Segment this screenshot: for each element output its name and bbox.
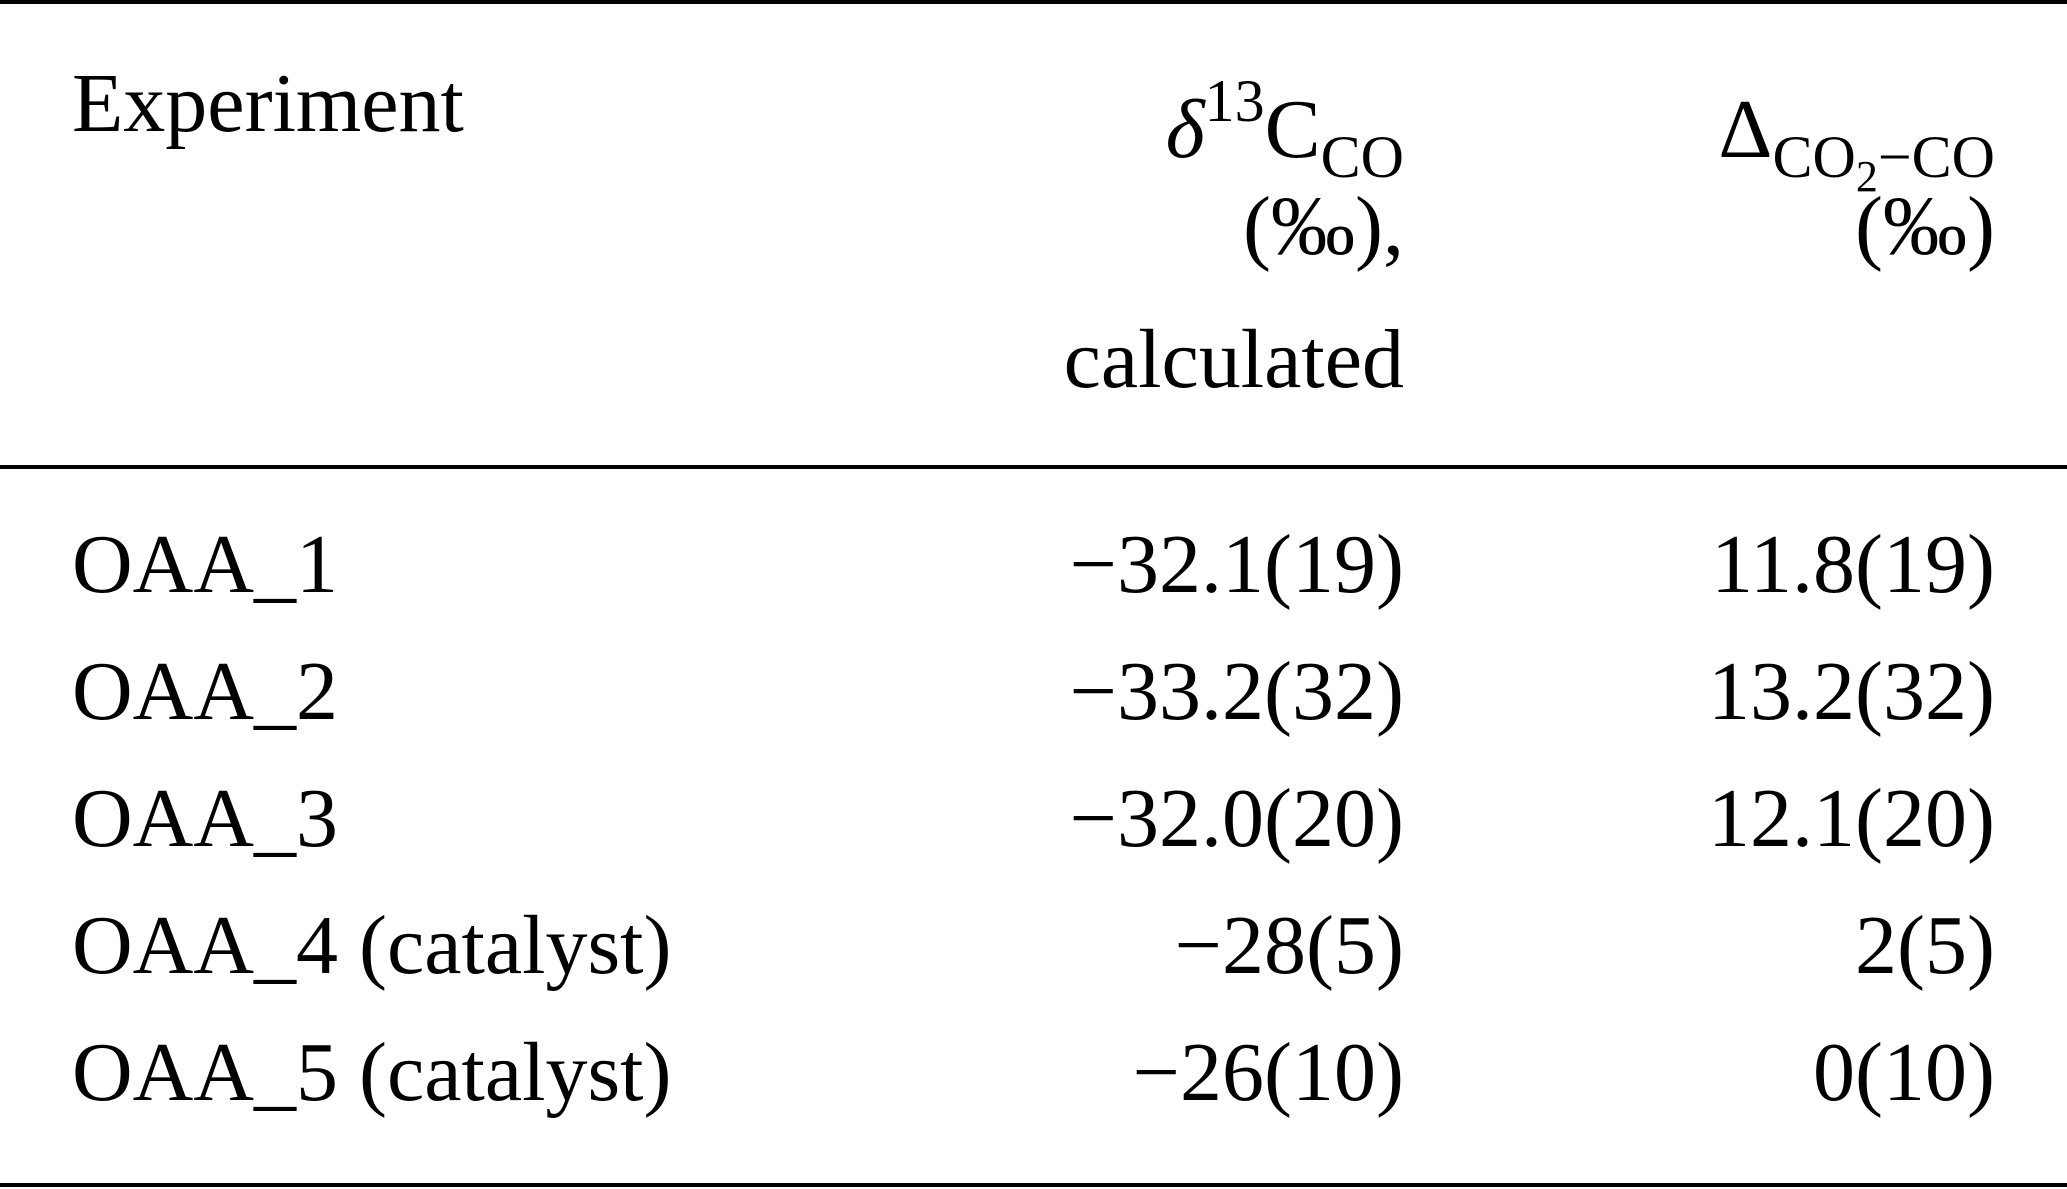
header-delta13c-unit: (‰), [1243,180,1404,273]
row-5-experiment: OAA_5 (catalyst) [72,1026,672,1119]
row-5-delta13c: −26(10) [1132,1026,1404,1119]
header-experiment: Experiment [72,57,464,150]
co-subscript: CO [1320,124,1404,190]
row-3-experiment: OAA_3 [72,772,338,865]
header-delta13c-note: calculated [1063,313,1404,406]
row-2-diff: 13.2(32) [1708,645,1995,738]
bottom-rule [0,1183,2067,1187]
row-1-experiment: OAA_1 [72,518,338,611]
minus-co-subscript: −CO [1877,124,1995,190]
header-delta13c: δ13CCO [1166,71,1404,187]
row-1-delta13c: −32.1(19) [1069,518,1404,611]
capital-delta-symbol: Δ [1718,83,1773,176]
top-rule [0,0,2067,4]
row-5-diff: 0(10) [1813,1026,1995,1119]
row-3-delta13c: −32.0(20) [1069,772,1404,865]
header-delta-diff: ΔCO2−CO [1718,88,1995,199]
row-4-delta13c: −28(5) [1174,899,1404,992]
isotope-superscript: 13 [1204,68,1265,134]
co2-subscript: CO [1772,124,1856,190]
row-3-diff: 12.1(20) [1708,772,1995,865]
carbon-symbol: C [1264,83,1321,176]
header-delta-diff-unit: (‰) [1855,180,1995,273]
row-2-delta13c: −33.2(32) [1069,645,1404,738]
row-4-experiment: OAA_4 (catalyst) [72,899,672,992]
row-2-experiment: OAA_2 [72,645,338,738]
delta-symbol: δ [1165,83,1205,176]
co2-subscript-number: 2 [1855,152,1878,201]
row-4-diff: 2(5) [1855,899,1995,992]
row-1-diff: 11.8(19) [1711,518,1995,611]
header-rule [0,465,2067,469]
